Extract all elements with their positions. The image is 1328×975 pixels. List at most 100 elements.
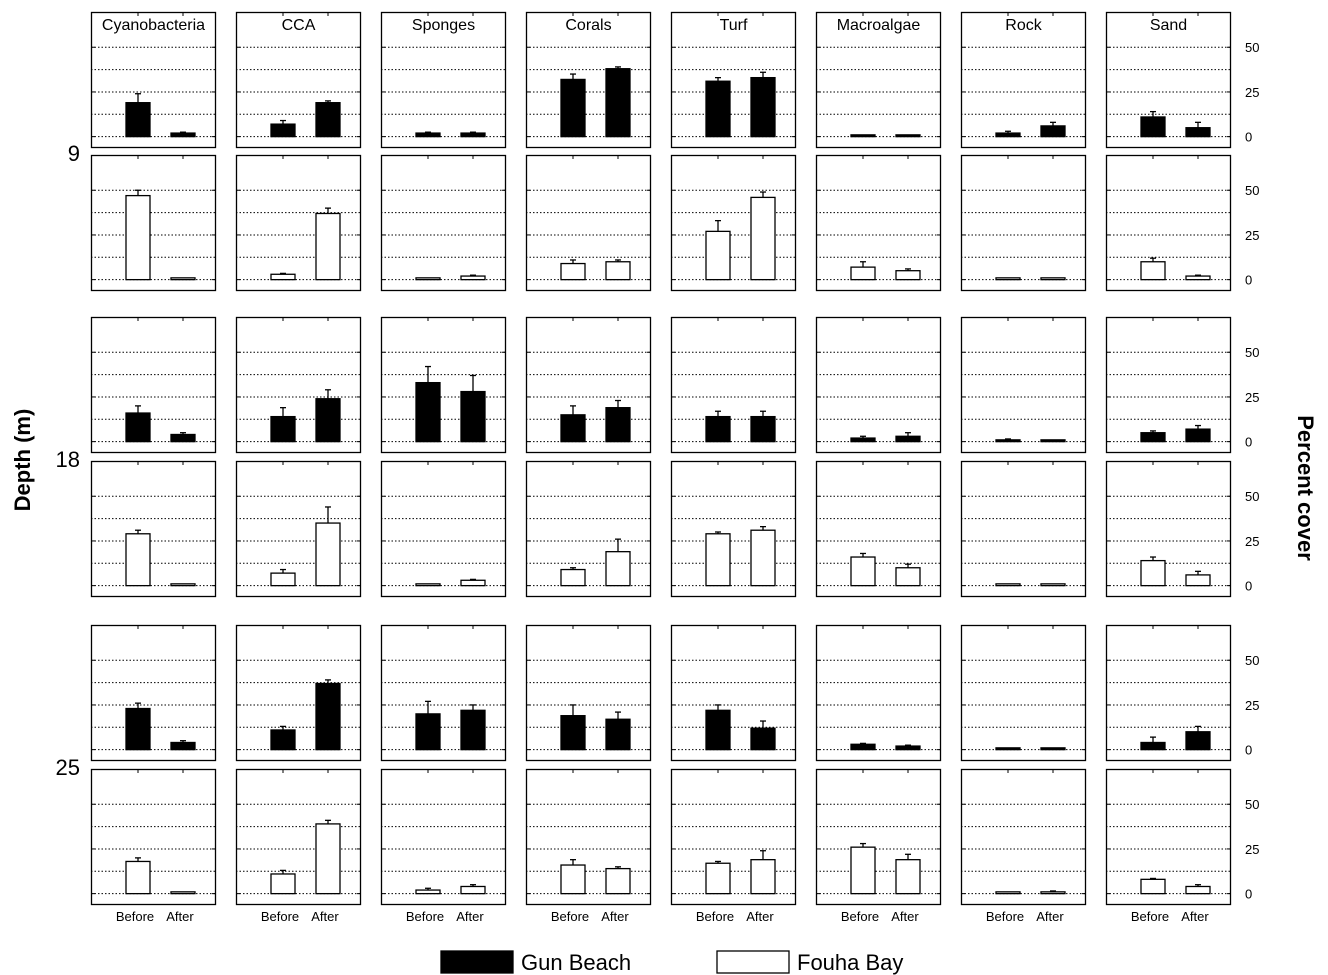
panel-title: Turf: [720, 17, 748, 34]
x-tick-label: Before: [696, 909, 734, 924]
bar-after: [315, 682, 341, 751]
panel-frame: [670, 624, 797, 762]
bar-after: [750, 727, 776, 751]
panel-frame: [670, 154, 797, 292]
bar-before: [1140, 878, 1166, 895]
panel-corals-25m-gun-beach: [525, 624, 652, 762]
bar-after: [460, 275, 486, 281]
panel-frame: [235, 624, 362, 762]
bar-before: [125, 194, 151, 281]
bar-before: [415, 713, 441, 751]
bar-after: [895, 859, 921, 895]
bar-after: [1040, 891, 1066, 895]
bar-before: [125, 860, 151, 895]
panel-frame: [90, 316, 217, 454]
legend: Gun Beach Fouha Bay: [440, 950, 903, 975]
bar-before: [850, 846, 876, 895]
panel-sponges-18m-fouha-bay: [380, 460, 507, 598]
bar-after: [1185, 428, 1211, 443]
bar-after: [460, 132, 486, 138]
x-tick-label: Before: [551, 909, 589, 924]
bar-before: [270, 415, 296, 443]
panel-cyanobacteria-9m-gun-beach: Cyanobacteria: [90, 11, 217, 149]
panel-frame: [90, 11, 217, 149]
bar-after: [170, 741, 196, 751]
bar-after: [170, 891, 196, 895]
panel-frame: [960, 768, 1087, 906]
x-tick-label: Before: [261, 909, 299, 924]
panel-sponges-18m-gun-beach: [380, 316, 507, 454]
legend-label: Gun Beach: [521, 950, 631, 975]
x-tick-label: After: [891, 909, 919, 924]
panel-frame: [380, 316, 507, 454]
panel-frame: [235, 768, 362, 906]
panel-frame: [380, 768, 507, 906]
y-tick-label: 50: [1245, 183, 1259, 198]
bar-after: [315, 212, 341, 281]
panel-frame: [1105, 154, 1232, 292]
panel-cca-18m-fouha-bay: [235, 460, 362, 598]
panel-frame: [235, 460, 362, 598]
panel-frame: [380, 624, 507, 762]
y-tick-label: 50: [1245, 797, 1259, 812]
bar-before: [270, 123, 296, 138]
bar-after: [315, 102, 341, 138]
bar-before: [415, 132, 441, 138]
panel-frame: [1105, 316, 1232, 454]
panel-frame: [525, 624, 652, 762]
panel-frame: [960, 316, 1087, 454]
panel-frame: [90, 154, 217, 292]
y-tick-label: 50: [1245, 345, 1259, 360]
panel-grid: Cyanobacteria CCA Sponges Corals Turf Macroal…: [56, 11, 1259, 924]
panel-macroalgae-25m-gun-beach: [815, 624, 942, 762]
panel-title: Rock: [1005, 17, 1042, 34]
panel-cca-9m-gun-beach: CCA: [235, 11, 362, 149]
bar-after: [460, 709, 486, 751]
legend-swatch: [716, 950, 790, 974]
bar-before: [995, 277, 1021, 281]
x-tick-label: After: [456, 909, 484, 924]
bar-before: [705, 415, 731, 443]
bar-after: [315, 823, 341, 895]
bar-before: [995, 891, 1021, 895]
panel-frame: [90, 624, 217, 762]
panel-rock-9m-fouha-bay: [960, 154, 1087, 292]
panel-title: Sand: [1150, 17, 1187, 34]
bar-after: [1040, 747, 1066, 751]
x-tick-label: Before: [116, 909, 154, 924]
bar-after: [315, 398, 341, 443]
panel-turf-18m-gun-beach: [670, 316, 797, 454]
bar-after: [895, 270, 921, 281]
panel-frame: [960, 11, 1087, 149]
panel-title: Cyanobacteria: [102, 17, 205, 34]
x-tick-label: After: [311, 909, 339, 924]
panel-frame: [90, 460, 217, 598]
panel-cyanobacteria-18m-fouha-bay: [90, 460, 217, 598]
panel-macroalgae-9m-fouha-bay: [815, 154, 942, 292]
y-tick-label: 0: [1245, 743, 1252, 758]
panel-sand-9m-gun-beach: Sand 0 25 50: [1105, 11, 1259, 149]
bar-after: [605, 718, 631, 751]
depth-label: 9: [68, 141, 80, 166]
panel-cyanobacteria-9m-fouha-bay: [90, 154, 217, 292]
bar-after: [750, 196, 776, 281]
panel-frame: [1105, 460, 1232, 598]
x-tick-label: After: [1181, 909, 1209, 924]
bar-before: [560, 78, 586, 138]
panel-title: Macroalgae: [837, 17, 921, 34]
panel-frame: [815, 316, 942, 454]
y-tick-label: 50: [1245, 40, 1259, 55]
x-tick-label: Before: [1131, 909, 1169, 924]
bar-after: [1185, 731, 1211, 751]
bar-after: [1185, 885, 1211, 895]
bar-after: [895, 134, 921, 138]
bar-before: [1140, 116, 1166, 138]
y-tick-label: 25: [1245, 390, 1259, 405]
panel-macroalgae-9m-gun-beach: Macroalgae: [815, 11, 942, 149]
bar-before: [1140, 261, 1166, 281]
panel-frame: [815, 11, 942, 149]
bar-after: [605, 68, 631, 138]
panel-macroalgae-18m-fouha-bay: [815, 460, 942, 598]
bar-after: [750, 529, 776, 587]
bar-before: [1140, 741, 1166, 751]
